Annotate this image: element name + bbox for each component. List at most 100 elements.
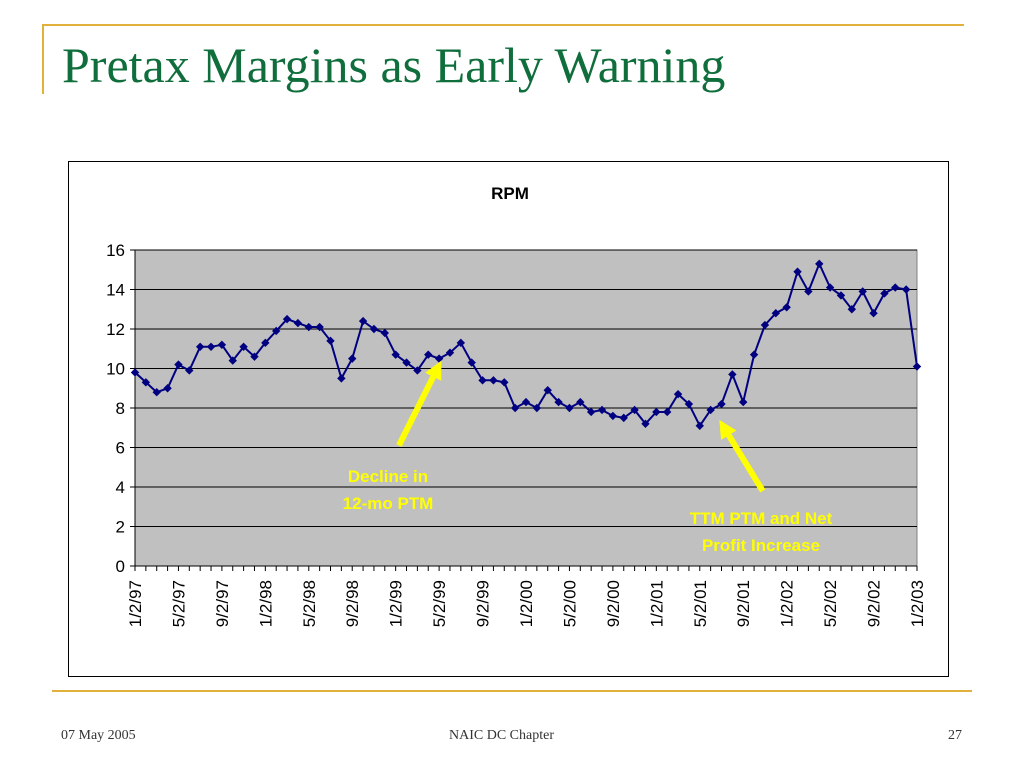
y-tick-label: 2	[116, 518, 125, 537]
annotation-arrow-head	[719, 419, 737, 440]
data-point	[793, 267, 802, 276]
data-point	[130, 368, 140, 377]
data-point	[586, 407, 596, 417]
data-point	[282, 314, 292, 324]
data-point	[206, 342, 216, 351]
x-tick-label: 9/2/99	[474, 580, 493, 627]
x-tick-label: 9/2/97	[213, 580, 232, 627]
data-point	[369, 324, 379, 334]
annotation-arrow-head	[425, 360, 442, 381]
data-point	[228, 356, 237, 365]
annotation-label: Profit Increase	[702, 536, 820, 555]
data-point	[641, 419, 650, 428]
x-tick-label: 5/2/97	[169, 580, 188, 627]
data-point	[684, 399, 694, 409]
data-point	[532, 403, 542, 413]
data-point	[880, 289, 889, 298]
data-point	[749, 350, 759, 359]
y-tick-label: 10	[106, 360, 125, 379]
data-point	[163, 384, 172, 393]
data-point	[413, 366, 422, 375]
data-point	[652, 407, 661, 417]
data-point	[782, 303, 791, 312]
chart-title: RPM	[491, 184, 529, 203]
data-point	[217, 340, 227, 349]
rpm-line-chart: RPM 0 2 4 6 8 10 12 14 16 1/2/97 5/2/97 9/2/97 1/2/98…	[106, 184, 927, 627]
data-point	[489, 376, 498, 385]
data-point	[891, 283, 900, 292]
data-point	[847, 305, 857, 314]
x-tick-label: 1/2/02	[778, 580, 797, 627]
data-point	[662, 407, 672, 417]
data-point	[836, 291, 846, 300]
data-point	[391, 350, 400, 359]
x-tick-label: 5/2/99	[430, 580, 449, 627]
data-point	[424, 350, 433, 359]
data-point	[304, 322, 313, 332]
data-point	[195, 342, 205, 351]
title-frame-left-rule	[42, 24, 44, 94]
data-point	[348, 354, 357, 363]
data-point	[565, 403, 574, 413]
title-frame-top-rule	[42, 24, 964, 26]
data-point	[478, 376, 487, 385]
data-point	[467, 358, 476, 367]
data-point	[261, 338, 270, 348]
x-tick-label: 1/2/01	[647, 580, 666, 627]
x-tick-label: 9/2/98	[343, 580, 362, 627]
chart-container: RPM 0 2 4 6 8 10 12 14 16 1/2/97 5/2/97 9/2/97 1/2/98…	[68, 161, 949, 677]
data-point	[912, 362, 922, 371]
data-point	[402, 358, 411, 367]
data-point	[673, 389, 683, 399]
annotation-arrow-shaft	[726, 433, 766, 493]
data-point	[815, 259, 824, 269]
data-point	[901, 285, 911, 294]
data-point	[597, 405, 607, 415]
x-tick-label: 5/2/01	[691, 580, 710, 627]
data-point	[456, 338, 466, 348]
data-point	[825, 283, 835, 292]
annotation-arrow-shaft	[396, 375, 436, 447]
data-point	[358, 316, 368, 326]
y-tick-label: 4	[116, 478, 125, 497]
data-point	[858, 287, 867, 296]
data-point	[174, 360, 183, 369]
x-tick-label: 5/2/00	[560, 580, 579, 627]
data-point	[250, 352, 259, 361]
x-tick-label: 5/2/98	[300, 580, 319, 627]
x-tick-label: 9/2/02	[865, 580, 884, 627]
y-tick-label: 8	[116, 399, 125, 418]
data-point	[445, 348, 455, 357]
data-point	[804, 287, 813, 296]
data-point	[706, 405, 715, 415]
data-point	[717, 399, 726, 409]
data-point	[576, 397, 585, 407]
data-point	[326, 336, 335, 346]
x-tick-label: 1/2/00	[517, 580, 536, 627]
data-point	[619, 413, 628, 423]
data-point	[185, 366, 194, 375]
data-point	[337, 374, 346, 383]
annotation-label: Decline in	[348, 467, 428, 486]
y-tick-label: 14	[106, 281, 125, 300]
data-point	[239, 342, 248, 351]
data-point	[630, 405, 639, 415]
footer-organization: NAIC DC Chapter	[449, 728, 554, 743]
footer-date: 07 May 2005	[61, 728, 136, 743]
x-tick-label: 9/2/01	[734, 580, 753, 627]
data-point	[695, 421, 704, 430]
data-point	[869, 309, 878, 318]
x-tick-label: 1/2/98	[256, 580, 275, 627]
x-tick-label: 9/2/00	[604, 580, 623, 627]
data-point	[760, 320, 770, 330]
page-number: 27	[948, 728, 962, 743]
y-tick-label: 0	[116, 557, 125, 576]
footer-rule	[52, 690, 972, 692]
x-tick-label: 1/2/99	[387, 580, 406, 627]
y-tick-label: 12	[106, 320, 125, 339]
y-tick-label: 6	[116, 439, 125, 458]
data-point	[771, 309, 781, 318]
data-point	[293, 318, 303, 328]
y-tick-label: 16	[106, 241, 125, 260]
data-point	[380, 328, 390, 338]
